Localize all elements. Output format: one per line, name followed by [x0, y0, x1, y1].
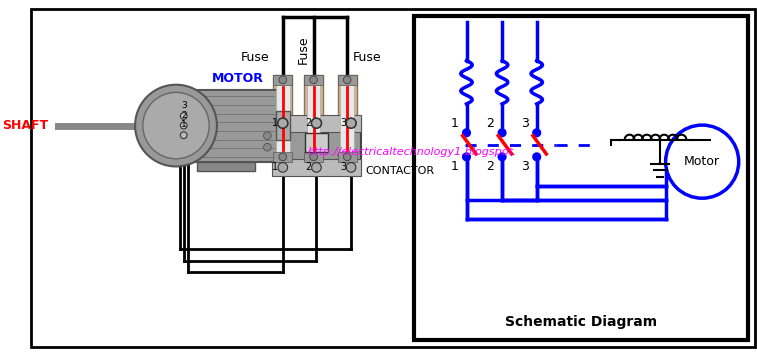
Circle shape	[279, 153, 287, 161]
Bar	[197, 162, 255, 171]
Text: CONTACTOR: CONTACTOR	[366, 166, 435, 176]
Circle shape	[344, 153, 351, 161]
Circle shape	[180, 112, 187, 119]
Circle shape	[310, 76, 317, 84]
Bar	[304, 152, 323, 162]
Bar	[273, 115, 360, 132]
Bar	[273, 75, 292, 162]
Bar	[305, 133, 328, 152]
Circle shape	[279, 76, 287, 84]
Text: 1: 1	[272, 162, 278, 172]
Bar	[338, 75, 357, 85]
Circle shape	[533, 129, 540, 137]
Text: 3: 3	[181, 101, 186, 110]
Circle shape	[463, 153, 470, 161]
Circle shape	[278, 163, 288, 172]
Bar	[341, 83, 354, 154]
Circle shape	[463, 129, 470, 137]
Circle shape	[498, 129, 506, 137]
Circle shape	[312, 118, 321, 128]
Bar	[178, 89, 279, 162]
Bar	[276, 111, 291, 140]
Circle shape	[180, 132, 187, 138]
Circle shape	[278, 118, 288, 129]
Text: Fuse: Fuse	[297, 36, 310, 64]
Text: 2: 2	[487, 117, 494, 130]
Circle shape	[346, 118, 357, 129]
Circle shape	[263, 143, 271, 151]
Text: 1: 1	[272, 118, 278, 128]
Circle shape	[665, 125, 739, 198]
Text: Fuse: Fuse	[241, 52, 269, 64]
Text: Fuse: Fuse	[353, 52, 382, 64]
Bar	[338, 152, 357, 162]
Bar	[338, 75, 357, 162]
Text: 1: 1	[451, 117, 459, 130]
Circle shape	[533, 153, 540, 161]
Circle shape	[346, 163, 356, 172]
Circle shape	[312, 163, 321, 172]
Text: 3: 3	[522, 117, 529, 130]
Circle shape	[346, 118, 356, 128]
Text: 3: 3	[341, 162, 347, 172]
Text: 3: 3	[522, 160, 529, 173]
Text: 2: 2	[306, 162, 312, 172]
Bar	[307, 83, 320, 154]
Text: 2: 2	[487, 160, 494, 173]
Text: 2: 2	[306, 118, 312, 128]
Bar	[273, 75, 292, 85]
Circle shape	[498, 153, 506, 161]
Text: MOTOR: MOTOR	[212, 72, 264, 85]
Circle shape	[143, 93, 209, 159]
Circle shape	[344, 76, 351, 84]
Text: 2: 2	[181, 111, 186, 120]
Circle shape	[278, 118, 288, 128]
Bar	[273, 152, 292, 162]
Text: http://electricaltechnology1.blogspot.: http://electricaltechnology1.blogspot.	[308, 147, 517, 157]
Text: Motor: Motor	[684, 155, 720, 168]
Bar	[273, 118, 360, 162]
Bar	[304, 75, 323, 162]
Text: 1: 1	[451, 160, 459, 173]
Text: SHAFT: SHAFT	[2, 119, 48, 132]
Bar	[304, 75, 323, 85]
Bar	[276, 83, 289, 154]
Bar	[273, 159, 360, 176]
Circle shape	[311, 118, 322, 129]
Circle shape	[263, 132, 271, 140]
Text: Schematic Diagram: Schematic Diagram	[505, 315, 657, 329]
Circle shape	[180, 122, 187, 129]
Bar	[413, 16, 749, 340]
Circle shape	[310, 153, 317, 161]
Text: 3: 3	[341, 118, 347, 128]
Circle shape	[135, 85, 217, 167]
Text: 1: 1	[181, 120, 186, 130]
